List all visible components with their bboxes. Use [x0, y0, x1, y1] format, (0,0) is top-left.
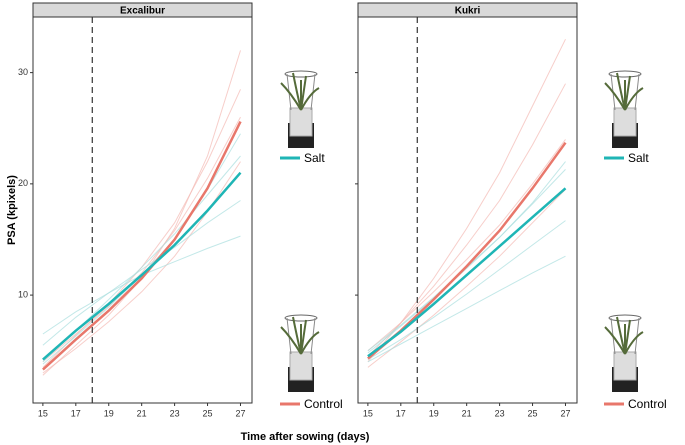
plant-cage — [284, 314, 318, 322]
x-tick-label: 21 — [137, 408, 147, 418]
series-line — [42, 171, 242, 361]
plant-cage — [608, 314, 642, 322]
x-tick-label: 25 — [528, 408, 538, 418]
x-tick-label: 21 — [462, 408, 472, 418]
legend-label: Control — [304, 397, 343, 411]
individual-line — [42, 200, 241, 346]
individual-line — [367, 220, 566, 361]
plant-leaf — [300, 87, 320, 111]
panel-title: Kukri — [455, 6, 481, 17]
x-axis-title: Time after sowing (days) — [241, 431, 370, 443]
plant-pot — [613, 107, 637, 137]
x-tick-label: 19 — [429, 408, 439, 418]
plant-leaf — [300, 331, 320, 355]
x-tick-label: 15 — [38, 408, 48, 418]
legend-label: Salt — [628, 151, 649, 165]
individual-line — [367, 255, 566, 363]
x-tick-label: 23 — [170, 408, 180, 418]
x-tick-label: 17 — [396, 408, 406, 418]
legend-label: Salt — [304, 151, 325, 165]
x-tick-label: 25 — [203, 408, 213, 418]
y-axis-title: PSA (kpixels) — [6, 175, 18, 245]
plant-leaf — [624, 87, 644, 111]
plant-pot — [613, 351, 637, 381]
plant-pot — [289, 107, 313, 137]
x-tick-label: 23 — [495, 408, 505, 418]
y-tick-label: 10 — [18, 289, 28, 299]
x-tick-label: 27 — [560, 408, 570, 418]
x-tick-label: 17 — [71, 408, 81, 418]
y-tick-label: 30 — [18, 67, 28, 77]
individual-line — [42, 116, 241, 363]
individual-line — [367, 189, 566, 368]
plant-pot — [289, 351, 313, 381]
individual-line — [367, 169, 566, 354]
x-tick-label: 27 — [235, 408, 245, 418]
series-line — [42, 121, 242, 371]
plant-cage — [608, 70, 642, 78]
panel — [32, 16, 253, 404]
individual-line — [367, 139, 566, 352]
panel-title: Excalibur — [120, 6, 165, 17]
series-line — [367, 187, 567, 358]
x-tick-label: 15 — [363, 408, 373, 418]
legend-label: Control — [628, 397, 667, 411]
plant-leaf — [624, 331, 644, 355]
plant-cage — [284, 70, 318, 78]
y-tick-label: 20 — [18, 178, 28, 188]
x-tick-label: 19 — [104, 408, 114, 418]
